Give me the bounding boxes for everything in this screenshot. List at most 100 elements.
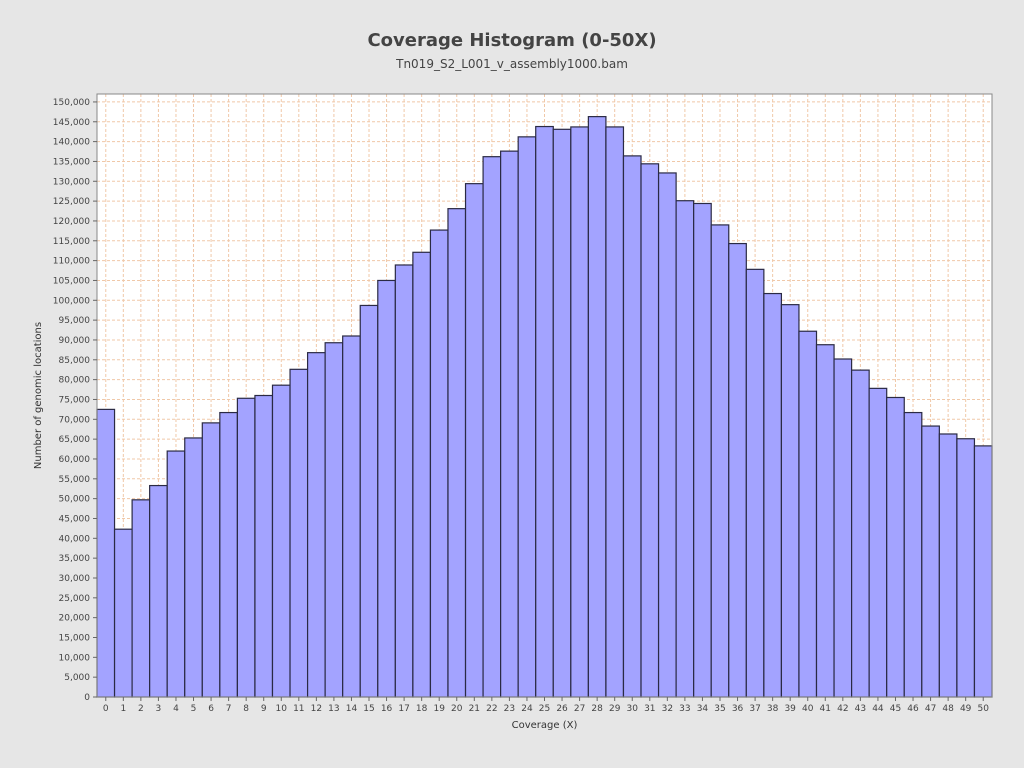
x-axis-label: Coverage (X)	[512, 720, 578, 731]
y-tick-label: 55,000	[59, 475, 91, 485]
x-tick-label: 1	[120, 704, 126, 714]
x-tick-label: 43	[855, 704, 866, 714]
x-tick-label: 0	[103, 704, 109, 714]
bar-22	[482, 156, 502, 698]
y-tick-label: 150,000	[53, 98, 90, 108]
y-tick-label: 15,000	[59, 633, 91, 643]
x-tick-label: 38	[767, 704, 779, 714]
bar-40	[798, 330, 818, 698]
axis-layer: 0 5,000 10,000 15,000 20,000 25,000 30,000 35,0…	[53, 98, 989, 714]
y-tick-label: 120,000	[53, 217, 90, 227]
x-tick-label: 9	[261, 704, 267, 714]
x-tick-label: 16	[381, 704, 393, 714]
x-tick-label: 39	[784, 704, 796, 714]
bar-26	[552, 128, 572, 698]
y-tick-label: 100,000	[53, 296, 90, 306]
bar-30	[622, 155, 642, 698]
y-tick-label: 40,000	[59, 534, 91, 544]
x-tick-label: 17	[398, 704, 409, 714]
x-tick-label: 28	[591, 704, 603, 714]
bar-25	[535, 125, 554, 698]
bar-18	[412, 251, 432, 698]
bar-3	[149, 484, 168, 698]
x-tick-label: 44	[872, 704, 884, 714]
y-tick-label: 75,000	[59, 395, 91, 405]
x-tick-label: 37	[749, 704, 760, 714]
x-tick-label: 3	[156, 704, 162, 714]
y-tick-label: 35,000	[59, 554, 91, 564]
bar-4	[166, 450, 186, 698]
bar-12	[306, 352, 326, 698]
y-tick-label: 45,000	[59, 514, 91, 524]
x-tick-label: 5	[191, 704, 197, 714]
bar-7	[219, 411, 238, 698]
y-tick-label: 140,000	[53, 138, 90, 148]
y-tick-label: 65,000	[59, 435, 91, 445]
x-tick-label: 42	[837, 704, 848, 714]
x-tick-label: 21	[469, 704, 480, 714]
chart-subtitle: Tn019_S2_L001_v_assembly1000.bam	[396, 57, 628, 71]
bar-38	[763, 292, 783, 698]
x-tick-label: 8	[243, 704, 249, 714]
y-tick-label: 30,000	[59, 574, 91, 584]
x-tick-label: 40	[802, 704, 814, 714]
x-tick-label: 49	[960, 704, 972, 714]
bar-15	[359, 304, 379, 698]
x-tick-label: 12	[311, 704, 322, 714]
y-tick-label: 80,000	[59, 376, 91, 386]
bar-28	[587, 116, 607, 698]
bar-35	[710, 224, 730, 698]
y-axis-label: Number of genomic locations	[33, 322, 44, 469]
x-tick-label: 32	[662, 704, 673, 714]
bar-10	[271, 384, 291, 698]
x-tick-label: 20	[451, 704, 463, 714]
bar-41	[815, 344, 835, 698]
x-tick-label: 29	[609, 704, 621, 714]
bar-17	[394, 264, 414, 698]
x-tick-label: 25	[539, 704, 550, 714]
bar-29	[605, 126, 625, 698]
x-tick-label: 2	[138, 704, 144, 714]
x-tick-label: 34	[697, 704, 709, 714]
y-tick-label: 130,000	[53, 177, 90, 187]
bar-21	[464, 183, 484, 698]
x-tick-label: 41	[820, 704, 831, 714]
y-tick-label: 5,000	[64, 673, 90, 683]
bar-9	[254, 394, 274, 698]
y-tick-label: 25,000	[59, 594, 91, 604]
y-tick-label: 115,000	[53, 237, 90, 247]
x-tick-label: 45	[890, 704, 901, 714]
y-tick-label: 95,000	[59, 316, 91, 326]
x-tick-label: 46	[907, 704, 919, 714]
chart-title: Coverage Histogram (0-50X)	[367, 30, 657, 51]
bar-49	[956, 438, 976, 698]
y-tick-label: 105,000	[53, 276, 90, 286]
bar-11	[289, 368, 309, 698]
bar-45	[886, 396, 905, 698]
y-tick-label: 135,000	[53, 157, 90, 167]
y-tick-label: 50,000	[59, 495, 91, 505]
y-tick-label: 125,000	[53, 197, 90, 207]
y-tick-label: 110,000	[53, 257, 90, 267]
bar-5	[184, 437, 203, 698]
x-tick-label: 30	[627, 704, 639, 714]
y-tick-label: 0	[84, 693, 90, 703]
bar-50	[973, 445, 993, 698]
x-tick-label: 22	[486, 704, 497, 714]
bar-32	[657, 172, 677, 698]
bar-2	[131, 499, 151, 698]
x-tick-label: 23	[504, 704, 515, 714]
bar-1	[113, 528, 133, 698]
x-tick-label: 19	[433, 704, 445, 714]
y-tick-label: 20,000	[59, 614, 91, 624]
bar-23	[500, 150, 519, 698]
x-tick-label: 24	[521, 704, 533, 714]
y-tick-label: 145,000	[53, 118, 90, 128]
y-tick-label: 85,000	[59, 356, 91, 366]
bar-8	[236, 397, 256, 698]
bar-37	[745, 268, 765, 698]
bar-31	[640, 163, 660, 698]
bar-43	[851, 369, 870, 698]
x-tick-label: 4	[173, 704, 179, 714]
